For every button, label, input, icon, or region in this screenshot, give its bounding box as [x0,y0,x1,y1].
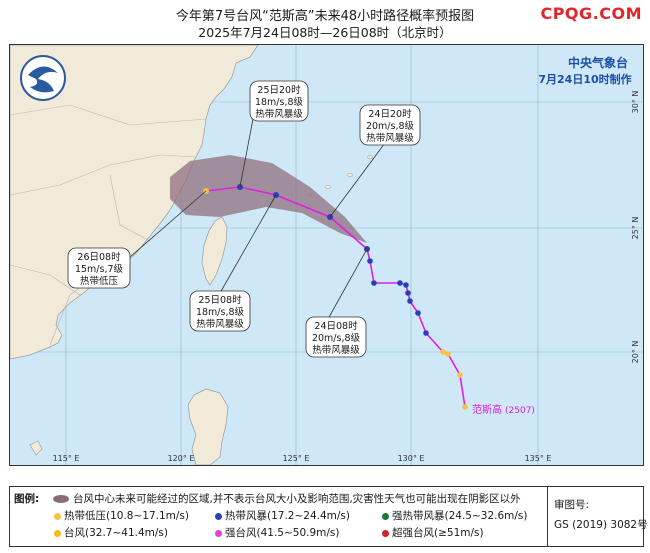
legend-ts: 热带风暴(17.2~24.4m/s) [215,508,350,523]
legend-ty-text: 台风(32.7~41.4m/s) [64,527,168,539]
lat-20: 20° N [631,341,640,364]
typhoon-id: (2507) [505,406,535,416]
legend-cone: 台风中心未来可能经过的区域,并不表示台风大小及影响范围,灾害性天气也可能出现在阴… [52,491,521,506]
legend-supty: 超强台风(≥51m/s) [382,525,484,540]
lat-25: 25° N [631,217,640,240]
map-canvas: 25日20时 18m/s,8级 热带风暴级 24日20时 20m/s,8级 热带… [10,45,643,465]
ts-dot-icon [215,512,222,520]
map-subtitle: 2025年7月24日08时—26日08时（北京时） [198,25,452,40]
td-dot-icon [54,512,61,520]
province-borders [10,104,207,346]
probability-cone [170,155,367,243]
taiwan-island [201,216,228,286]
map-frame: 25日20时 18m/s,8级 热带风暴级 24日20时 20m/s,8级 热带… [9,44,644,466]
callout-leaders [129,118,386,320]
lat-30: 30° N [631,91,640,114]
legend-sts: 强热带风暴(24.5~32.6m/s) [382,508,528,523]
f26-08-wind: 15m/s,7级 [75,263,124,275]
legend-ty: 台风(32.7~41.4m/s) [54,525,168,540]
legend-td-text: 热带低压(10.8~17.1m/s) [64,510,189,522]
f24-08-wind: 20m/s,8级 [312,332,361,344]
site-watermark: CPQG.COM [540,4,642,23]
legend-panel: 图例: 台风中心未来可能经过的区域,并不表示台风大小及影响范围,灾害性天气也可能… [9,486,648,547]
lon-130: 130° E [398,454,425,463]
legend-supty-text: 超强台风(≥51m/s) [392,527,484,539]
review-number: GS (2019) 3082号 [554,519,648,531]
f25-08-wind: 18m/s,8级 [196,306,245,318]
f24-20-grade: 热带风暴级 [366,132,414,144]
legend-heading: 图例: [14,493,40,505]
review-label: 审图号: [554,499,590,511]
legend-sty: 强台风(41.5~50.9m/s) [215,525,340,540]
f24-20-wind: 20m/s,8级 [366,120,415,132]
supty-dot-icon [382,529,389,537]
legend-td: 热带低压(10.8~17.1m/s) [54,508,189,523]
luzon-island [187,388,229,465]
f24-08-grade: 热带风暴级 [312,344,360,356]
f24-20-time: 24日20时 [368,108,412,120]
legend-cone-text: 台风中心未来可能经过的区域,并不表示台风大小及影响范围,灾害性天气也可能出现在阴… [73,493,521,505]
cone-swatch-icon [53,495,69,503]
legend-sts-text: 强热带风暴(24.5~32.6m/s) [392,510,528,522]
f25-08-time: 25日08时 [198,294,242,306]
f25-20-grade: 热带风暴级 [255,108,303,120]
f24-08-time: 24日08时 [314,320,358,332]
lon-125: 125° E [283,454,310,463]
sty-dot-icon [215,529,222,537]
callout-boxes [67,80,421,358]
typhoon-name: 范斯高 [472,403,502,416]
agency-name: 中央气象台 [568,55,628,70]
legend-separator [547,487,548,546]
f25-20-wind: 18m/s,8级 [255,96,304,108]
f25-20-time: 25日20时 [257,84,301,96]
cma-logo [20,55,66,101]
small-island [29,440,43,456]
f25-08-grade: 热带风暴级 [196,318,244,330]
f26-08-time: 26日08时 [77,251,121,263]
ty-dot-icon [54,529,61,537]
lon-115: 115° E [53,454,80,463]
lon-135: 135° E [525,454,552,463]
sts-dot-icon [382,512,389,520]
issue-time: 7月24日10时制作 [538,72,631,86]
legend-ts-text: 热带风暴(17.2~24.4m/s) [225,510,350,522]
lon-120: 120° E [168,454,195,463]
map-title: 今年第7号台风“范斯高”未来48小时路径概率预报图 [175,9,475,24]
f26-08-grade: 热带低压 [80,275,119,287]
track-points [203,184,468,410]
legend-sty-text: 强台风(41.5~50.9m/s) [225,527,340,539]
